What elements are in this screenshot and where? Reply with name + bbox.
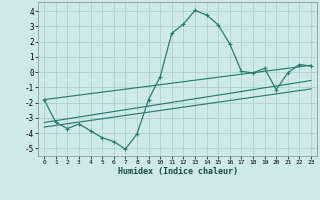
X-axis label: Humidex (Indice chaleur): Humidex (Indice chaleur): [118, 167, 238, 176]
